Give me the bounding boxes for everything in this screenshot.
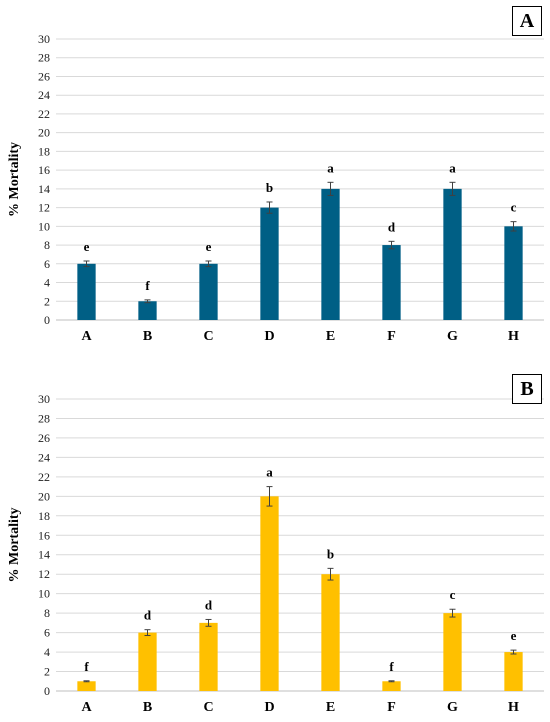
x-tick-label: G (447, 329, 458, 344)
y-tick-label: 2 (44, 294, 50, 308)
y-tick-label: 2 (44, 665, 50, 679)
bar-c (199, 263, 218, 320)
significance-letter: e (206, 239, 212, 254)
bar-c (199, 622, 218, 691)
x-tick-label: C (203, 700, 213, 715)
bar-e (321, 574, 340, 691)
y-tick-label: 16 (38, 163, 50, 177)
significance-letter: b (327, 546, 334, 561)
y-tick-label: 24 (38, 88, 50, 102)
x-tick-label: C (203, 329, 213, 344)
y-tick-label: 18 (38, 144, 50, 158)
y-tick-label: 8 (44, 238, 50, 252)
significance-letter: d (144, 608, 152, 623)
y-tick-label: 12 (38, 201, 50, 215)
y-tick-label: 30 (38, 392, 50, 406)
y-tick-label: 12 (38, 567, 50, 581)
y-tick-label: 18 (38, 509, 50, 523)
bar-a (77, 263, 96, 320)
bar-e (321, 188, 340, 320)
panel-label-a: A (512, 6, 542, 36)
y-tick-label: 0 (44, 684, 50, 698)
y-tick-label: 30 (38, 32, 50, 46)
y-tick-label: 28 (38, 411, 50, 425)
y-tick-label: 14 (38, 548, 50, 562)
significance-letter: a (449, 160, 456, 175)
x-tick-label: B (143, 329, 152, 344)
significance-letter: d (388, 219, 396, 234)
y-tick-label: 6 (44, 257, 50, 271)
y-tick-label: 4 (44, 276, 50, 290)
bar-g (443, 188, 462, 320)
y-tick-label: 10 (38, 587, 50, 601)
x-tick-label: H (508, 700, 519, 715)
significance-letter: a (266, 465, 273, 480)
significance-letter: f (145, 278, 150, 293)
bar-f (382, 245, 401, 320)
y-tick-label: 20 (38, 126, 50, 140)
y-tick-label: 16 (38, 528, 50, 542)
significance-letter: f (84, 659, 89, 674)
y-tick-label: 0 (44, 313, 50, 327)
y-tick-label: 20 (38, 489, 50, 503)
bar-g (443, 613, 462, 691)
x-tick-label: H (508, 329, 519, 344)
x-tick-label: A (81, 329, 92, 344)
y-tick-label: 4 (44, 645, 50, 659)
x-tick-label: F (387, 700, 396, 715)
x-tick-label: E (326, 700, 335, 715)
chart-panel-b: B 0 2 4 6 8 10 12 14 16 18 20 22 24 26 28 30% Mortality… (0, 368, 550, 717)
x-tick-label: D (264, 700, 274, 715)
y-axis-title: % Mortality (7, 142, 22, 217)
y-tick-label: 26 (38, 431, 50, 445)
significance-letter: e (84, 239, 90, 254)
panel-label-b: B (512, 374, 542, 404)
bar-d (260, 496, 279, 691)
significance-letter: f (389, 659, 394, 674)
significance-letter: c (450, 587, 456, 602)
y-axis-title: % Mortality (7, 507, 22, 582)
bar-a (77, 681, 96, 691)
bar-b (138, 301, 157, 320)
x-tick-label: E (326, 329, 335, 344)
y-tick-label: 22 (38, 107, 50, 121)
significance-letter: b (266, 180, 273, 195)
significance-letter: d (205, 597, 213, 612)
y-tick-label: 10 (38, 219, 50, 233)
bar-f (382, 681, 401, 691)
x-tick-label: D (264, 329, 274, 344)
y-tick-label: 8 (44, 606, 50, 620)
x-tick-label: F (387, 329, 396, 344)
bar-d (260, 207, 279, 320)
significance-letter: a (327, 160, 334, 175)
y-tick-label: 14 (38, 182, 50, 196)
y-tick-label: 6 (44, 626, 50, 640)
bar-h (504, 226, 523, 320)
significance-letter: c (511, 200, 517, 215)
x-tick-label: B (143, 700, 152, 715)
chart-panel-a: A 0 2 4 6 8 10 12 14 16 18 20 22 24 26 28 30% Mortality… (0, 0, 550, 355)
y-tick-label: 28 (38, 51, 50, 65)
significance-letter: e (511, 628, 517, 643)
y-tick-label: 22 (38, 470, 50, 484)
y-tick-label: 26 (38, 69, 50, 83)
bar-b (138, 632, 157, 691)
bar-h (504, 652, 523, 691)
x-tick-label: A (81, 700, 92, 715)
y-tick-label: 24 (38, 450, 50, 464)
x-tick-label: G (447, 700, 458, 715)
